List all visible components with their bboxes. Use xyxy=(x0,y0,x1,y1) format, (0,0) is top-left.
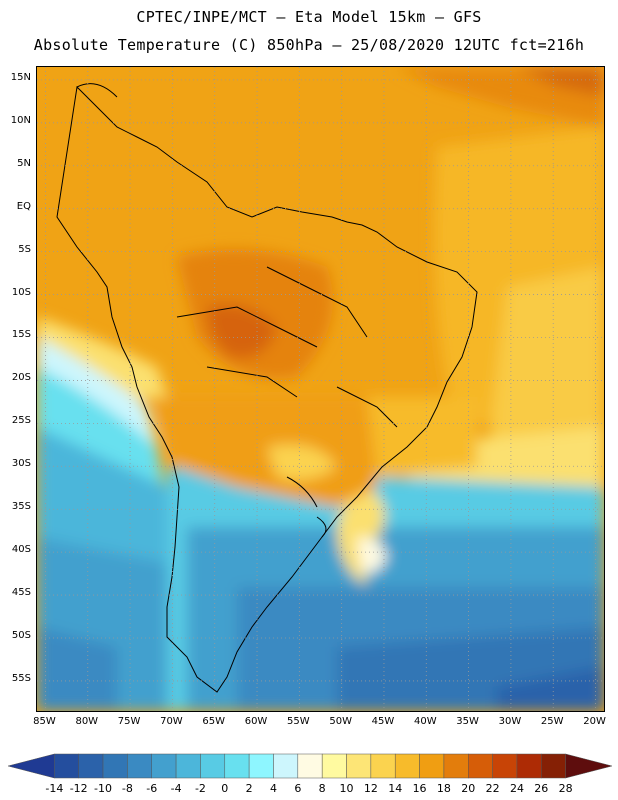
colorbar-tick-label: 6 xyxy=(294,782,302,795)
colorbar-swatch xyxy=(248,753,274,779)
lat-tick-label: 20S xyxy=(11,372,31,384)
colorbar-swatch xyxy=(370,753,396,779)
map-canvas xyxy=(37,67,604,711)
lat-tick-label: 5S xyxy=(18,243,31,255)
lat-tick-label: 10S xyxy=(11,286,31,298)
lon-tick-label: 20W xyxy=(583,716,606,727)
colorbar-tick-label: 18 xyxy=(436,782,451,795)
lon-tick-label: 70W xyxy=(160,716,183,727)
lon-tick-label: 65W xyxy=(202,716,226,727)
lon-tick-label: 40W xyxy=(413,716,437,727)
colorbar-swatch xyxy=(54,753,79,779)
colorbar-swatch xyxy=(492,753,518,779)
lat-tick-label: 15S xyxy=(11,329,31,341)
colorbar-swatch xyxy=(419,753,445,779)
colorbar-tick-label: 4 xyxy=(269,782,277,795)
colorbar-tick-label: -2 xyxy=(194,782,206,795)
colorbar-swatch xyxy=(541,753,566,779)
colorbar-swatch xyxy=(394,753,420,779)
colorbar-swatch xyxy=(443,753,469,779)
colorbar-swatch xyxy=(200,753,226,779)
colorbar-tick-label: -4 xyxy=(170,782,182,795)
lat-tick-label: EQ xyxy=(16,200,31,212)
colorbar-tick-label: 28 xyxy=(558,782,573,795)
colorbar-tick-label: 24 xyxy=(509,782,524,795)
lon-tick-label: 50W xyxy=(329,716,352,727)
lat-tick-label: 45S xyxy=(11,587,31,599)
lat-tick-label: 15N xyxy=(10,71,31,83)
lon-tick-label: 55W xyxy=(287,716,310,727)
lon-tick-label: 75W xyxy=(117,716,141,727)
map-title-line2: Absolute Temperature (C) 850hPa – 25/08/… xyxy=(33,36,585,54)
lon-tick-label: 60W xyxy=(244,716,268,727)
lat-tick-label: 10N xyxy=(10,114,31,126)
temperature-map[interactable] xyxy=(36,66,605,712)
colorbar-tick-label: 14 xyxy=(388,782,403,795)
colorbar-tick-label: -8 xyxy=(121,782,133,795)
colorbar-swatch xyxy=(102,753,128,779)
colorbar xyxy=(7,753,613,779)
colorbar-tick-label: 0 xyxy=(221,782,229,795)
graticule xyxy=(37,67,604,711)
lat-tick-label: 55S xyxy=(11,672,31,684)
colorbar-tick-label: 20 xyxy=(461,782,476,795)
colorbar-swatch xyxy=(565,753,613,779)
colorbar-swatch xyxy=(7,753,55,779)
lat-tick-label: 35S xyxy=(11,501,31,513)
lat-tick-label: 40S xyxy=(11,544,31,556)
colorbar-tick-label: -6 xyxy=(146,782,158,795)
lon-tick-label: 25W xyxy=(540,716,564,727)
colorbar-tick-label: 8 xyxy=(318,782,326,795)
colorbar-tick-label: 26 xyxy=(534,782,549,795)
colorbar-swatch xyxy=(175,753,201,779)
colorbar-swatch xyxy=(468,753,493,779)
colorbar-tick-label: -12 xyxy=(69,782,88,795)
lat-tick-label: 25S xyxy=(11,415,31,427)
colorbar-swatch xyxy=(273,753,299,779)
colorbar-tick-label: 22 xyxy=(485,782,500,795)
colorbar-tick-label: -10 xyxy=(94,782,113,795)
colorbar-tick-label: -14 xyxy=(45,782,64,795)
lat-tick-label: 50S xyxy=(11,630,31,641)
colorbar-swatch xyxy=(346,753,372,779)
colorbar-swatch xyxy=(78,753,104,779)
colorbar-swatch xyxy=(151,753,177,779)
lon-tick-label: 30W xyxy=(498,716,522,727)
colorbar-tick-label: 2 xyxy=(245,782,253,795)
colorbar-tick-label: 12 xyxy=(363,782,378,795)
lon-tick-label: 85W xyxy=(33,716,56,727)
colorbar-tick-label: 10 xyxy=(339,782,354,795)
colorbar-swatch xyxy=(321,753,347,779)
colorbar-swatch xyxy=(224,753,250,779)
lon-tick-label: 45W xyxy=(371,716,395,727)
lat-tick-label: 5N xyxy=(17,157,31,169)
map-title-line1: CPTEC/INPE/MCT – Eta Model 15km – GFS xyxy=(136,8,482,26)
colorbar-swatch xyxy=(127,753,152,779)
colorbar-swatch xyxy=(516,753,542,779)
lat-tick-label: 30S xyxy=(11,458,31,470)
lon-tick-label: 35W xyxy=(456,716,479,727)
colorbar-tick-label: 16 xyxy=(412,782,427,795)
lon-tick-label: 80W xyxy=(75,716,99,727)
colorbar-swatch xyxy=(297,753,323,779)
